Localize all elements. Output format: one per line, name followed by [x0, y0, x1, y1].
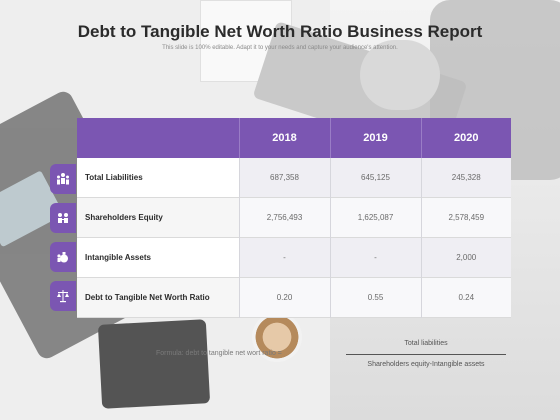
table-cell: 0.24	[420, 277, 511, 318]
row-label: Shareholders Equity	[77, 197, 239, 238]
table-cell: 0.55	[329, 277, 421, 318]
table-cell: -	[329, 237, 421, 278]
row-label: Intangible Assets	[77, 237, 239, 278]
table-row: Debt to Tangible Net Worth Ratio 0.20 0.…	[77, 277, 511, 318]
header-year-2018: 2018	[238, 118, 330, 158]
row-label: Debt to Tangible Net Worth Ratio	[77, 277, 239, 318]
header-year-2019: 2019	[329, 118, 421, 158]
table-cell: 2,756,493	[238, 197, 330, 238]
table-header-row: 2018 2019 2020	[77, 118, 511, 158]
table-cell: 0.20	[238, 277, 330, 318]
balance-scale-icon	[50, 281, 76, 311]
fraction-line	[346, 354, 506, 355]
shareholders-icon	[50, 203, 76, 233]
table-row: Intangible Assets - - 2,000	[77, 237, 511, 278]
people-group-icon	[50, 164, 76, 194]
page-subtitle: This slide is 100% editable. Adapt it to…	[162, 45, 398, 51]
table-cell: 1,625,087	[329, 197, 421, 238]
table-cell: 645,125	[329, 158, 421, 198]
page-title: Debt to Tangible Net Worth Ratio Busines…	[77, 22, 483, 41]
formula-label: Formula: debt to tangible net wort ratio…	[156, 350, 282, 357]
money-bag-icon	[50, 242, 76, 272]
formula-denominator: Shareholders equity-Intangible assets	[367, 361, 485, 368]
table-cell: 2,000	[420, 237, 511, 278]
table-row: Total Liabilities 687,358 645,125 245,32…	[77, 158, 511, 198]
formula-numerator: Total liabilities	[404, 340, 448, 347]
hand	[360, 40, 440, 110]
coffee-cup	[252, 312, 302, 362]
table-cell: 2,578,459	[420, 197, 511, 238]
row-label: Total Liabilities	[77, 158, 239, 198]
table-row: Shareholders Equity 2,756,493 1,625,087 …	[77, 197, 511, 238]
header-year-2020: 2020	[420, 118, 511, 158]
table-cell: 245,328	[420, 158, 511, 198]
header-empty	[77, 118, 239, 158]
table-cell: 687,358	[238, 158, 330, 198]
table-cell: -	[238, 237, 330, 278]
formula-block: Formula: debt to tangible net wort ratio…	[156, 340, 516, 380]
report-table: 2018 2019 2020 Total Liabilities 687,358…	[77, 118, 511, 318]
